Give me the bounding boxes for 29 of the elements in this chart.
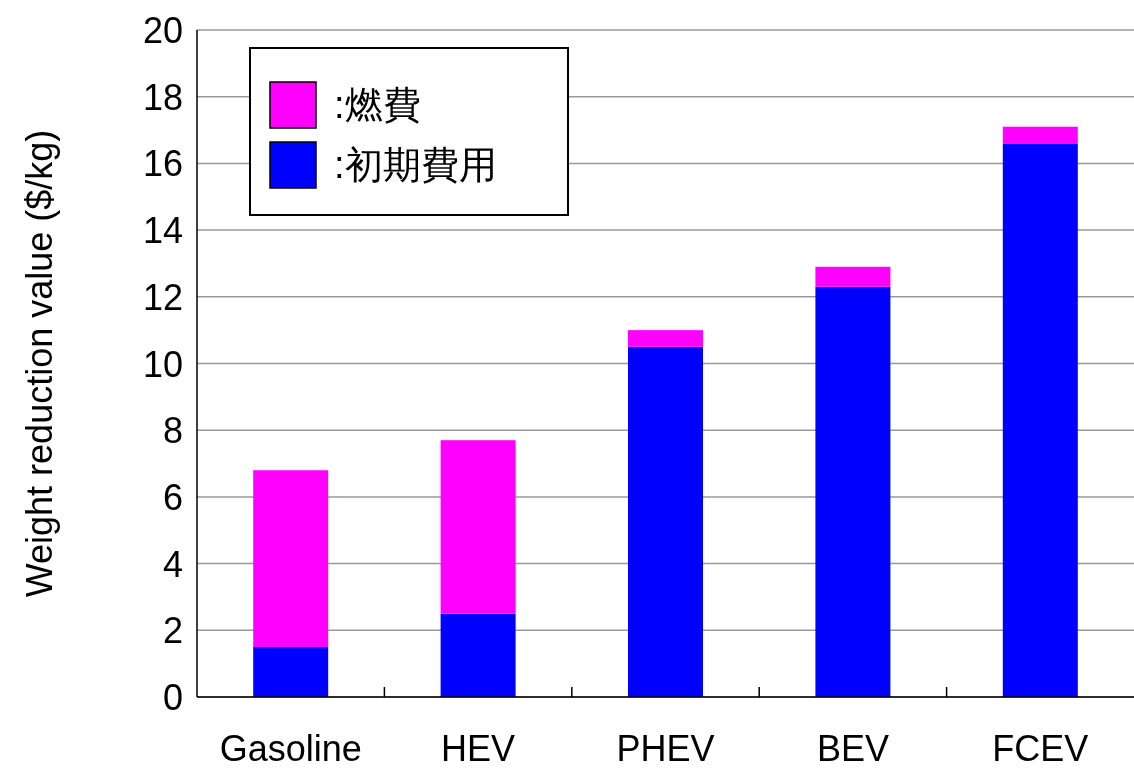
bar	[628, 346, 703, 697]
y-tick-label: 20	[142, 10, 183, 51]
bar	[1002, 143, 1078, 697]
y-tick-label: 12	[142, 276, 183, 318]
x-tick-label: Gasoline	[219, 728, 362, 769]
x-tick-label: HEV	[441, 728, 516, 769]
x-tick-label: FCEV	[992, 728, 1089, 769]
y-tick-label: 2	[162, 610, 183, 652]
bar	[253, 470, 329, 647]
bar	[815, 266, 891, 287]
x-tick-label: BEV	[816, 728, 889, 769]
bar	[1002, 126, 1078, 144]
x-tick-label: PHEV	[616, 728, 715, 769]
y-tick-label: 18	[142, 76, 183, 118]
y-axis-title: Weight reduction value ($/kg)	[19, 129, 60, 598]
bar	[253, 646, 329, 697]
y-tick-label: 0	[162, 677, 183, 718]
y-tick-label: 10	[142, 343, 183, 385]
bar	[628, 330, 703, 347]
bar	[815, 286, 891, 697]
y-tick-label: 16	[142, 143, 183, 185]
legend-label: :初期費用	[334, 144, 497, 186]
bar	[440, 613, 516, 697]
y-tick-label: 4	[162, 543, 183, 585]
y-tick-label: 6	[162, 476, 183, 518]
legend-label: :燃費	[334, 84, 421, 126]
y-tick-label: 8	[162, 410, 183, 452]
bar	[440, 440, 516, 614]
y-tick-label: 14	[142, 210, 183, 252]
